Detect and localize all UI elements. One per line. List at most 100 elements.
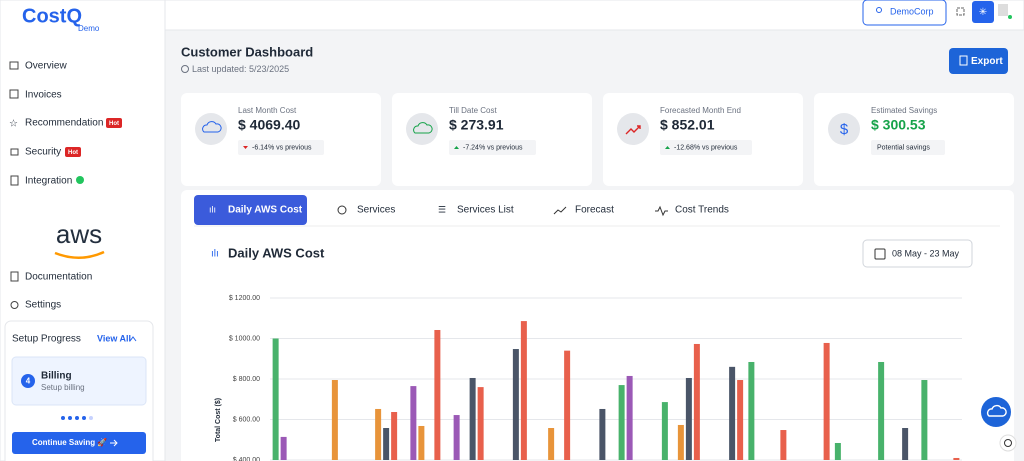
nav-item[interactable]: Recommendation <box>25 118 103 129</box>
bar <box>902 428 909 460</box>
down-arrow <box>243 146 248 149</box>
dot <box>61 416 65 420</box>
date-range[interactable]: 08 May - 23 May <box>892 248 960 258</box>
theme-button[interactable] <box>972 1 994 23</box>
card-label: Last Month Cost <box>238 106 297 115</box>
card-value: $ 273.91 <box>449 117 504 133</box>
tab[interactable]: Services List <box>457 205 514 216</box>
change-pill <box>660 140 752 155</box>
tab[interactable]: Services <box>357 205 395 216</box>
bar <box>737 380 744 460</box>
card <box>603 93 803 186</box>
card <box>814 93 1014 186</box>
badge-text: Hot <box>109 121 119 127</box>
tab[interactable]: Cost Trends <box>675 205 729 216</box>
bar <box>469 377 476 460</box>
active-tab[interactable] <box>194 195 307 225</box>
card-change: -6.14% vs previous <box>252 144 312 151</box>
export-label[interactable]: Export <box>971 56 1003 67</box>
bar <box>375 408 382 460</box>
nav-item[interactable]: Security <box>25 147 61 158</box>
theme-icon: ✳ <box>979 7 987 18</box>
chat-button[interactable] <box>981 397 1011 427</box>
continue-button[interactable] <box>12 432 146 454</box>
date-range-button[interactable] <box>862 239 973 268</box>
export-button[interactable] <box>949 48 1008 74</box>
account-name[interactable]: DemoCorp <box>890 6 934 16</box>
bar <box>410 386 417 460</box>
trend-icon <box>625 125 641 135</box>
nav-item[interactable]: Integration <box>25 176 72 187</box>
tab-icon: ılı <box>209 204 216 214</box>
fullscreen-icon[interactable] <box>956 7 965 16</box>
nav-item[interactable]: Settings <box>25 300 61 311</box>
chart-icon: ılı <box>211 249 219 260</box>
clock-icon <box>181 65 189 73</box>
help-icon <box>1004 439 1012 447</box>
card <box>392 93 592 186</box>
setup-title: Setup Progress <box>12 334 81 345</box>
card-change: -7.24% vs previous <box>463 144 523 151</box>
view-all[interactable]: View All <box>97 333 131 343</box>
dot <box>89 416 93 420</box>
card-icon <box>828 113 860 145</box>
nav-item[interactable]: Documentation <box>25 272 92 283</box>
chevron <box>129 336 137 342</box>
tab[interactable]: Forecast <box>575 205 614 216</box>
card-icon <box>617 113 649 145</box>
up-arrow <box>665 146 670 149</box>
account-button[interactable] <box>862 0 947 26</box>
chart-panel <box>181 190 1014 461</box>
cloud-icon <box>202 121 222 133</box>
logo-tagline: Demo <box>78 24 100 33</box>
cards: Last Month Cost $ 4069.40 -6.14% vs prev… <box>181 93 1014 186</box>
nav-item[interactable]: Overview <box>25 61 67 72</box>
nav-icon <box>10 271 19 282</box>
bar <box>564 350 571 460</box>
change-pill <box>449 140 536 155</box>
dot <box>82 416 86 420</box>
y-tick-label: $ 1000.00 <box>229 335 260 342</box>
nav-icon <box>9 61 19 70</box>
card-change: -12.68% vs previous <box>674 144 738 151</box>
step-number: 4 <box>26 377 31 386</box>
step-circle <box>21 374 35 388</box>
card-value: $ 4069.40 <box>238 117 300 133</box>
continue-label[interactable]: Continue Saving 🚀 <box>32 437 107 447</box>
bar <box>878 361 885 460</box>
card-label: Forecasted Month End <box>660 106 741 115</box>
avatar[interactable] <box>998 4 1008 16</box>
bar <box>512 349 519 460</box>
tab[interactable]: Daily AWS Cost <box>228 205 303 216</box>
badge <box>106 118 122 128</box>
bar <box>677 424 684 460</box>
bar <box>280 436 287 460</box>
user-icon <box>876 7 882 13</box>
dot <box>68 416 72 420</box>
change-pill <box>871 140 945 155</box>
help-button[interactable] <box>999 434 1017 452</box>
plot: $ 400.00 $ 600.00 $ 800.00 $ 1000.00 $ 1200.… <box>229 295 962 461</box>
bar <box>685 377 692 460</box>
aws-smile <box>54 250 105 259</box>
card-icon <box>406 113 438 145</box>
badge-text: Hot <box>68 150 78 156</box>
status-dot <box>76 176 84 184</box>
nav-icon <box>10 301 19 309</box>
nav-icon <box>9 89 19 99</box>
bar <box>626 375 633 460</box>
up-arrow <box>454 146 459 149</box>
tab-icon: ☰ <box>438 204 446 214</box>
card-note: Potential savings <box>877 144 930 151</box>
bar <box>823 342 830 460</box>
card <box>181 93 381 186</box>
step-title: Billing <box>41 371 72 382</box>
y-tick-label: $ 800.00 <box>233 376 260 383</box>
setup-step <box>11 356 147 406</box>
bar <box>391 412 398 460</box>
nav-item[interactable]: Invoices <box>25 90 62 101</box>
bar <box>520 321 527 460</box>
bar <box>418 425 425 460</box>
bar <box>331 380 338 460</box>
